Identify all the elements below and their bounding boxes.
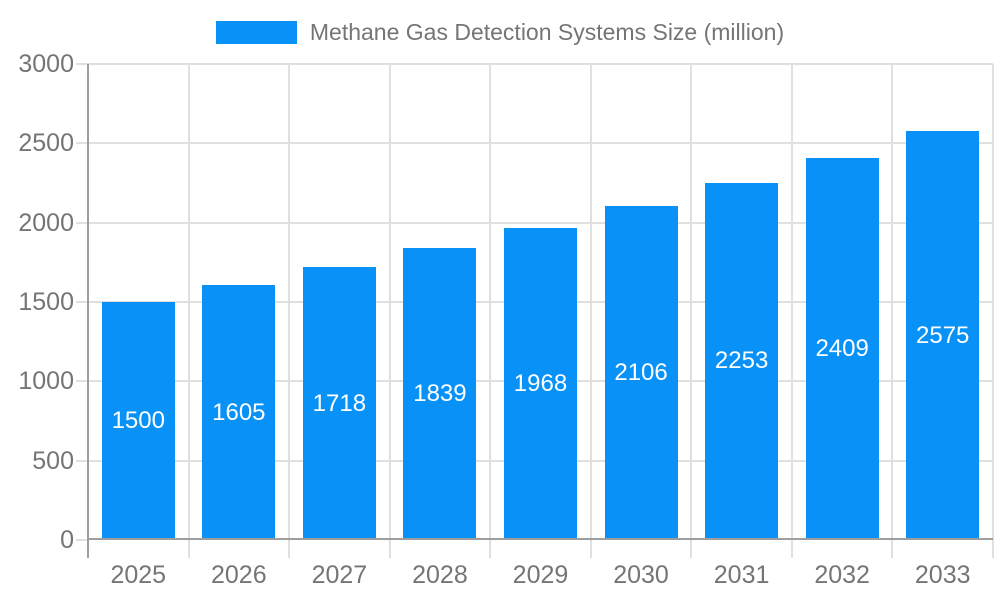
x-axis-label-2031: 2031 [713, 561, 770, 589]
gridline-x-1 [187, 64, 190, 540]
bar-value-label: 2409 [815, 334, 869, 362]
x-axis-label-2030: 2030 [613, 561, 669, 589]
bar-2026[interactable]: 1605 [202, 285, 276, 540]
bar-2031[interactable]: 2253 [705, 182, 779, 540]
x-axis-label-2029: 2029 [512, 561, 569, 589]
gridline-x-2 [288, 64, 291, 540]
bar-2030[interactable]: 2106 [604, 205, 678, 540]
y-tick-2500 [76, 142, 88, 145]
x-axis-label-2032: 2032 [814, 561, 870, 589]
bar-value-label: 1500 [111, 407, 165, 434]
bar-value-label: 1718 [312, 389, 367, 417]
y-axis-label: 0 [60, 526, 74, 554]
gridline-x-4 [489, 64, 492, 540]
x-tick-8 [891, 540, 894, 558]
gridline-x-7 [790, 64, 793, 540]
y-axis-label: 2500 [18, 129, 74, 158]
x-tick-3 [388, 540, 391, 558]
gridline-x-6 [690, 64, 693, 540]
x-axis-label-2027: 2027 [311, 561, 368, 589]
bar-value-label: 1605 [212, 398, 266, 426]
bar-value-label: 1968 [513, 369, 568, 397]
bar-2032[interactable]: 2409 [805, 157, 879, 540]
legend-swatch [215, 20, 297, 44]
y-axis-label: 3000 [18, 50, 74, 78]
x-tick-6 [690, 540, 693, 558]
gridline-x-3 [388, 64, 391, 540]
x-axis-label-2033: 2033 [914, 561, 971, 589]
bar-value-label: 2253 [714, 347, 769, 375]
y-tick-0 [76, 539, 88, 541]
x-axis-label-2026: 2026 [211, 561, 267, 589]
x-tick-1 [187, 540, 190, 558]
gridline-x-8 [891, 64, 894, 540]
bar-2028[interactable]: 1839 [403, 248, 477, 540]
x-axis-label-2028: 2028 [412, 561, 468, 589]
bar-2029[interactable]: 1968 [504, 227, 577, 540]
x-axis-label-2025: 2025 [110, 561, 167, 589]
x-tick-2 [288, 540, 291, 558]
gridline-x-5 [589, 64, 592, 540]
x-tick-4 [489, 540, 492, 558]
gridline-y-2000 [88, 221, 993, 224]
y-tick-2000 [76, 221, 88, 224]
y-tick-1000 [76, 380, 88, 383]
gridline-x-9 [992, 64, 994, 540]
y-axis-label: 2000 [18, 208, 74, 237]
x-tick-5 [589, 540, 592, 558]
bar-value-label: 2575 [916, 321, 970, 349]
plot-area: 0 500 1000 1500 2000 2500 3000 1500 1605 1718 1839… [18, 50, 994, 589]
y-tick-3000 [76, 63, 88, 65]
gridline-y-3000 [88, 63, 993, 65]
bar-value-label: 1839 [413, 380, 467, 408]
y-tick-1500 [76, 301, 88, 303]
gridline-y-2500 [88, 142, 993, 145]
bar-2025[interactable]: 1500 [101, 302, 175, 540]
y-axis-label: 1500 [18, 288, 74, 316]
bar-value-label: 2106 [614, 358, 668, 386]
legend-item[interactable]: Methane Gas Detection Systems Size (mill… [0, 17, 1000, 47]
bar-2033[interactable]: 2575 [906, 131, 980, 540]
x-tick-9 [992, 540, 994, 558]
y-tick-500 [76, 459, 88, 462]
x-tick-7 [790, 540, 793, 558]
y-axis-line [87, 64, 89, 558]
x-axis-line [88, 538, 993, 540]
y-axis-label: 500 [32, 446, 74, 475]
legend-label: Methane Gas Detection Systems Size (mill… [309, 18, 785, 45]
bar-2027[interactable]: 1718 [302, 267, 376, 540]
y-axis-label: 1000 [18, 367, 74, 396]
